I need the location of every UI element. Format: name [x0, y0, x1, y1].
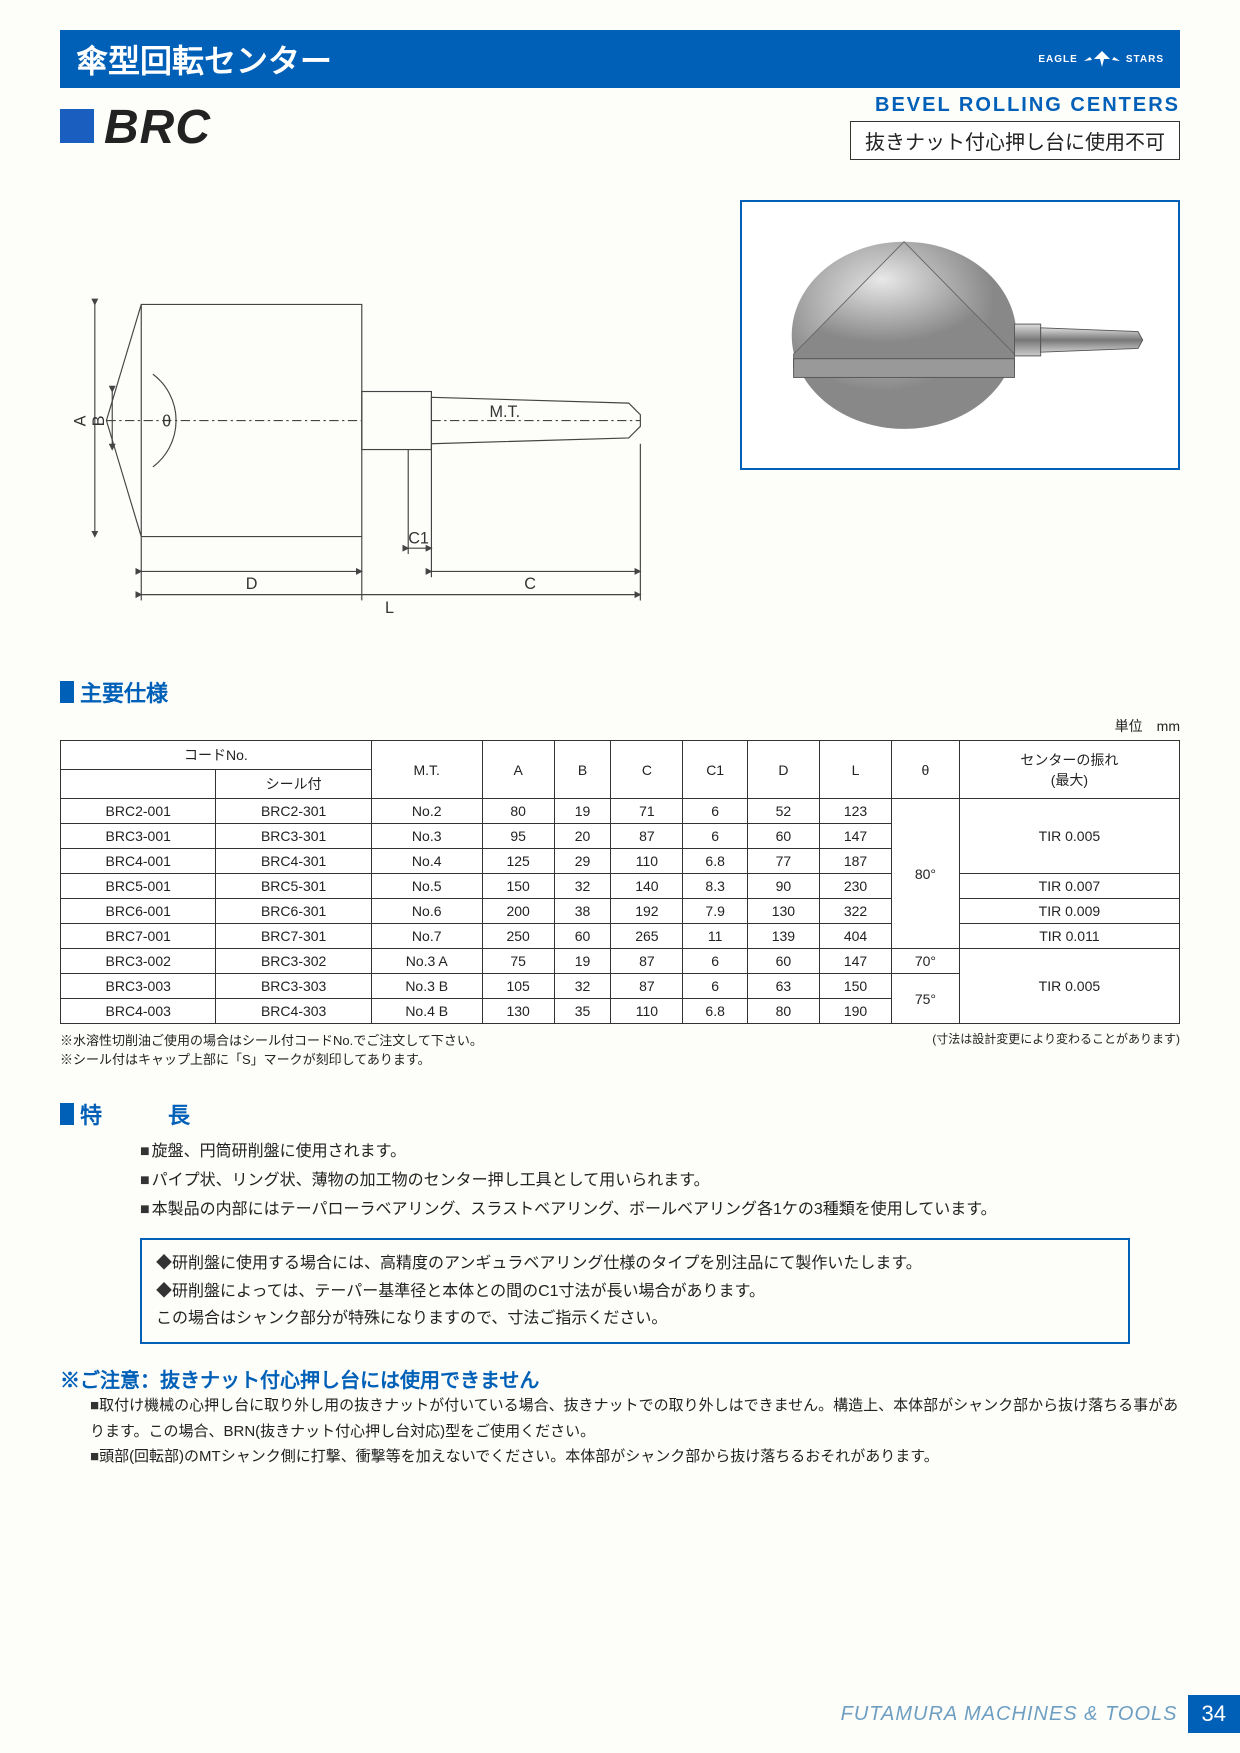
th-mt: M.T. [371, 741, 482, 799]
product-code: BRC [104, 100, 211, 155]
svg-text:L: L [385, 599, 394, 617]
features-list: 旋盤、円筒研削盤に使用されます。パイプ状、リング状、薄物の加工物のセンター押し工… [60, 1138, 1180, 1224]
th-runout: センターの振れ (最大) [959, 741, 1179, 799]
title-square-icon [60, 109, 94, 143]
brand-right: STARS [1126, 54, 1164, 65]
jp-title: 傘型回転センター [76, 36, 332, 82]
feature-item: パイプ状、リング状、薄物の加工物のセンター押し工具として用いられます。 [140, 1167, 1180, 1196]
feature-item: 本製品の内部にはテーパローラベアリング、スラストベアリング、ボールベアリング各1… [140, 1196, 1180, 1225]
note1: ※水溶性切削油ご使用の場合はシール付コードNo.でご注文して下さい。 [60, 1030, 483, 1049]
footer-company: FUTAMURA MACHINES & TOOLS [841, 1703, 1188, 1726]
spec-section-title: 主要仕様 [60, 676, 1180, 708]
table-row: BRC6-001BRC6-301No.6200381927.9130322TIR… [61, 899, 1180, 924]
caution-title: ※ご注意：抜きナット付心押し台には使用できません [60, 1364, 1180, 1393]
svg-text:D: D [246, 575, 258, 593]
th-a: A [482, 741, 554, 799]
header-bar: 傘型回転センター EAGLE STARS [60, 30, 1180, 88]
title-row: BRC BEVEL ROLLING CENTERS 抜きナット付心押し台に使用不… [60, 94, 1180, 160]
th-b: B [554, 741, 611, 799]
svg-text:C1: C1 [408, 530, 429, 548]
svg-text:B: B [90, 415, 108, 426]
features-title: 特 長 [60, 1098, 1180, 1130]
info-line: 研削盤によっては、テーパー基準径と本体との間のC1寸法が長い場合があります。 こ… [156, 1278, 1114, 1332]
th-c1: C1 [683, 741, 747, 799]
info-line: 研削盤に使用する場合には、高精度のアンギュラベアリング仕様のタイプを別注品にて製… [156, 1250, 1114, 1277]
table-row: BRC5-001BRC5-301No.5150321408.390230TIR … [61, 874, 1180, 899]
table-row: BRC3-002BRC3-302No.3 A75198766014770°TIR… [61, 949, 1180, 974]
brand-logo: EAGLE STARS [1038, 49, 1164, 69]
th-seal: シール付 [216, 770, 371, 799]
brand-left: EAGLE [1038, 54, 1077, 65]
th-d: D [747, 741, 819, 799]
spec-notes: ※水溶性切削油ご使用の場合はシール付コードNo.でご注文して下さい。 ※シール付… [60, 1030, 1180, 1068]
th-code: コードNo. [61, 741, 372, 770]
svg-text:A: A [72, 415, 90, 426]
page-footer: FUTAMURA MACHINES & TOOLS 34 [841, 1695, 1240, 1733]
th-c: C [611, 741, 683, 799]
warn-box: 抜きナット付心押し台に使用不可 [850, 121, 1180, 160]
caution-body: 取付け機械の心押し台に取り外し用の抜きナットが付いている場合、抜きナットでの取り… [60, 1393, 1180, 1470]
caution-item: 取付け機械の心押し台に取り外し用の抜きナットが付いている場合、抜きナットでの取り… [90, 1393, 1180, 1444]
svg-text:θ: θ [162, 412, 171, 430]
table-row: BRC7-001BRC7-301No.72506026511139404TIR … [61, 924, 1180, 949]
th-theta: θ [892, 741, 960, 799]
svg-text:C: C [524, 575, 536, 593]
note2: ※シール付はキャップ上部に「S」マークが刻印してあります。 [60, 1049, 483, 1068]
features-box: 研削盤に使用する場合には、高精度のアンギュラベアリング仕様のタイプを別注品にて製… [140, 1238, 1130, 1344]
table-row: BRC2-001BRC2-301No.280197165212380°TIR 0… [61, 799, 1180, 824]
en-title: BEVEL ROLLING CENTERS [850, 94, 1180, 117]
feature-item: 旋盤、円筒研削盤に使用されます。 [140, 1138, 1180, 1167]
svg-text:M.T.: M.T. [489, 403, 520, 421]
page-number: 34 [1188, 1695, 1240, 1733]
product-photo [740, 200, 1180, 470]
th-l: L [819, 741, 891, 799]
note-right: (寸法は設計変更により変わることがあります) [932, 1030, 1180, 1068]
spec-table: コードNo. M.T. A B C C1 D L θ センターの振れ (最大) … [60, 740, 1180, 1024]
caution-item: 頭部(回転部)のMTシャンク側に打撃、衝撃等を加えないでください。本体部がシャン… [90, 1444, 1180, 1470]
technical-drawing: M.T. A B θ D C C1 L [60, 200, 710, 646]
unit-label: 単位 mm [60, 716, 1180, 736]
